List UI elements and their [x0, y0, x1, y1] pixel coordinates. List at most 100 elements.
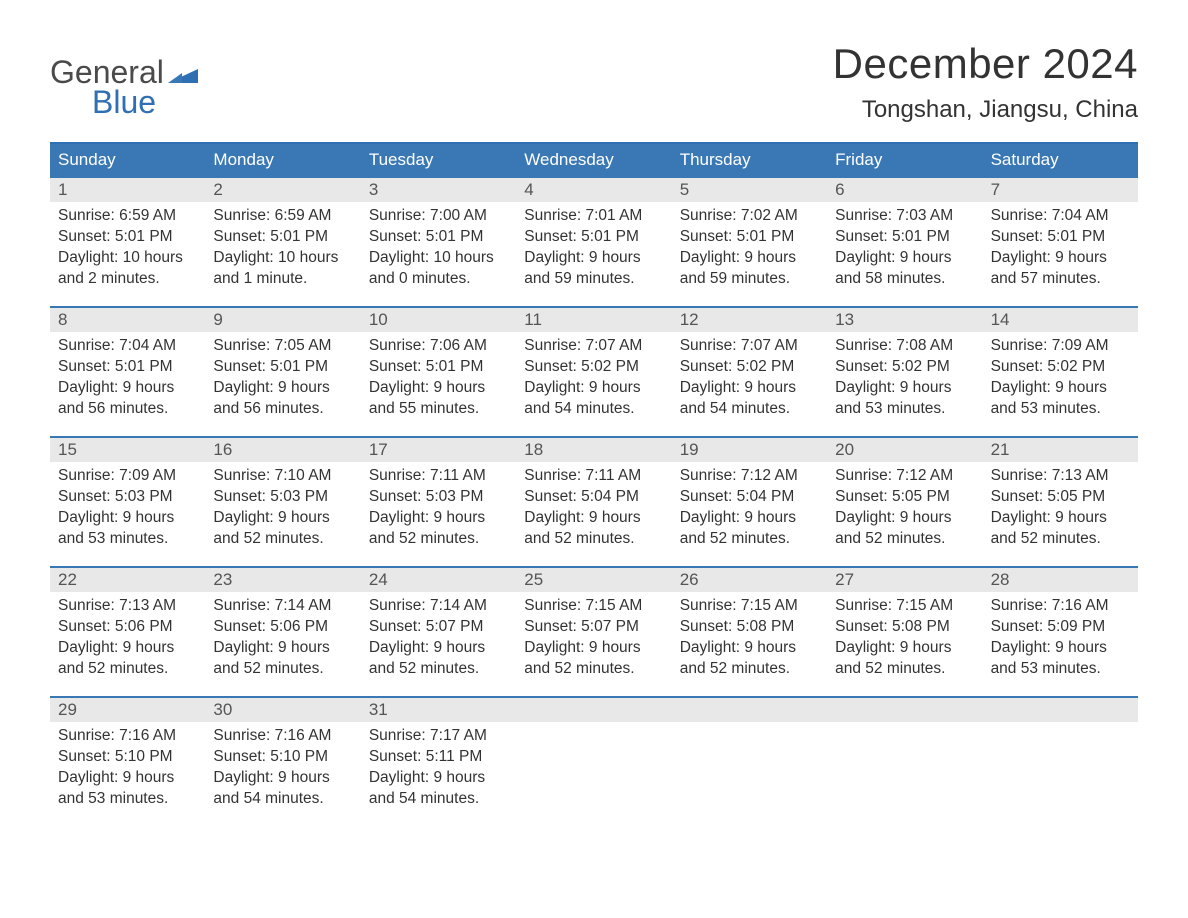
daylight-line1: Daylight: 9 hours [58, 378, 197, 399]
day-number: 4 [516, 178, 671, 202]
day-cell: Sunrise: 7:15 AMSunset: 5:08 PMDaylight:… [827, 592, 982, 696]
sunrise-text: Sunrise: 7:02 AM [680, 206, 819, 227]
daylight-line2: and 52 minutes. [369, 529, 508, 550]
day-cell: Sunrise: 7:08 AMSunset: 5:02 PMDaylight:… [827, 332, 982, 436]
sunset-text: Sunset: 5:01 PM [369, 227, 508, 248]
daylight-line2: and 55 minutes. [369, 399, 508, 420]
sunrise-text: Sunrise: 7:11 AM [524, 466, 663, 487]
sunrise-text: Sunrise: 7:07 AM [524, 336, 663, 357]
daylight-line2: and 52 minutes. [369, 659, 508, 680]
sunset-text: Sunset: 5:07 PM [524, 617, 663, 638]
sunrise-text: Sunrise: 7:09 AM [58, 466, 197, 487]
daylight-line2: and 0 minutes. [369, 269, 508, 290]
day-number: 31 [361, 698, 516, 722]
sunset-text: Sunset: 5:04 PM [680, 487, 819, 508]
calendar-week: 293031Sunrise: 7:16 AMSunset: 5:10 PMDay… [50, 696, 1138, 826]
day-number: 3 [361, 178, 516, 202]
daylight-line1: Daylight: 9 hours [835, 508, 974, 529]
calendar-week: 891011121314Sunrise: 7:04 AMSunset: 5:01… [50, 306, 1138, 436]
day-cell: Sunrise: 7:16 AMSunset: 5:10 PMDaylight:… [50, 722, 205, 826]
day-cell: Sunrise: 7:07 AMSunset: 5:02 PMDaylight:… [672, 332, 827, 436]
daylight-line2: and 52 minutes. [991, 529, 1130, 550]
daylight-line1: Daylight: 9 hours [213, 378, 352, 399]
sunset-text: Sunset: 5:11 PM [369, 747, 508, 768]
sunset-text: Sunset: 5:08 PM [680, 617, 819, 638]
day-number [516, 698, 671, 722]
day-number: 29 [50, 698, 205, 722]
daylight-line2: and 58 minutes. [835, 269, 974, 290]
sunset-text: Sunset: 5:08 PM [835, 617, 974, 638]
calendar-header-cell: Friday [827, 144, 982, 176]
sunrise-text: Sunrise: 7:04 AM [58, 336, 197, 357]
sunset-text: Sunset: 5:04 PM [524, 487, 663, 508]
daylight-line2: and 52 minutes. [524, 659, 663, 680]
day-number [827, 698, 982, 722]
sunset-text: Sunset: 5:01 PM [680, 227, 819, 248]
daylight-line1: Daylight: 9 hours [369, 508, 508, 529]
day-cell: Sunrise: 7:09 AMSunset: 5:02 PMDaylight:… [983, 332, 1138, 436]
day-number: 20 [827, 438, 982, 462]
day-number: 1 [50, 178, 205, 202]
day-cell: Sunrise: 7:09 AMSunset: 5:03 PMDaylight:… [50, 462, 205, 566]
sunset-text: Sunset: 5:06 PM [213, 617, 352, 638]
sunset-text: Sunset: 5:01 PM [213, 227, 352, 248]
daynum-row: 293031 [50, 698, 1138, 722]
sunrise-text: Sunrise: 7:04 AM [991, 206, 1130, 227]
day-cell: Sunrise: 7:03 AMSunset: 5:01 PMDaylight:… [827, 202, 982, 306]
daylight-line1: Daylight: 9 hours [680, 378, 819, 399]
day-cell: Sunrise: 7:12 AMSunset: 5:04 PMDaylight:… [672, 462, 827, 566]
day-cell: Sunrise: 7:10 AMSunset: 5:03 PMDaylight:… [205, 462, 360, 566]
calendar-header-cell: Wednesday [516, 144, 671, 176]
calendar-week: 22232425262728Sunrise: 7:13 AMSunset: 5:… [50, 566, 1138, 696]
day-number: 11 [516, 308, 671, 332]
daylight-line2: and 53 minutes. [835, 399, 974, 420]
daylight-line2: and 52 minutes. [680, 659, 819, 680]
sunset-text: Sunset: 5:03 PM [213, 487, 352, 508]
daylight-line2: and 53 minutes. [58, 789, 197, 810]
day-cell: Sunrise: 7:04 AMSunset: 5:01 PMDaylight:… [983, 202, 1138, 306]
daylight-line1: Daylight: 9 hours [991, 638, 1130, 659]
day-cell: Sunrise: 7:13 AMSunset: 5:05 PMDaylight:… [983, 462, 1138, 566]
day-number: 12 [672, 308, 827, 332]
day-number: 2 [205, 178, 360, 202]
daylight-line2: and 57 minutes. [991, 269, 1130, 290]
day-cell: Sunrise: 7:11 AMSunset: 5:03 PMDaylight:… [361, 462, 516, 566]
daylight-line1: Daylight: 9 hours [369, 638, 508, 659]
sunrise-text: Sunrise: 7:08 AM [835, 336, 974, 357]
day-cell: Sunrise: 7:13 AMSunset: 5:06 PMDaylight:… [50, 592, 205, 696]
daynum-row: 1234567 [50, 178, 1138, 202]
calendar-header-cell: Monday [205, 144, 360, 176]
daylight-line2: and 52 minutes. [524, 529, 663, 550]
sunset-text: Sunset: 5:10 PM [58, 747, 197, 768]
sunset-text: Sunset: 5:01 PM [58, 227, 197, 248]
daylight-line2: and 56 minutes. [58, 399, 197, 420]
day-cell [516, 722, 671, 826]
sunrise-text: Sunrise: 7:14 AM [369, 596, 508, 617]
day-cell: Sunrise: 7:01 AMSunset: 5:01 PMDaylight:… [516, 202, 671, 306]
day-body-row: Sunrise: 7:04 AMSunset: 5:01 PMDaylight:… [50, 332, 1138, 436]
sunrise-text: Sunrise: 7:10 AM [213, 466, 352, 487]
calendar-week: 15161718192021Sunrise: 7:09 AMSunset: 5:… [50, 436, 1138, 566]
day-cell: Sunrise: 7:12 AMSunset: 5:05 PMDaylight:… [827, 462, 982, 566]
day-number: 23 [205, 568, 360, 592]
daylight-line2: and 53 minutes. [58, 529, 197, 550]
day-cell: Sunrise: 6:59 AMSunset: 5:01 PMDaylight:… [50, 202, 205, 306]
sunrise-text: Sunrise: 7:01 AM [524, 206, 663, 227]
daylight-line1: Daylight: 9 hours [680, 638, 819, 659]
daylight-line1: Daylight: 9 hours [835, 378, 974, 399]
daylight-line1: Daylight: 9 hours [991, 508, 1130, 529]
daylight-line2: and 52 minutes. [58, 659, 197, 680]
daylight-line1: Daylight: 9 hours [213, 508, 352, 529]
sunrise-text: Sunrise: 7:12 AM [835, 466, 974, 487]
sunrise-text: Sunrise: 7:00 AM [369, 206, 508, 227]
sunset-text: Sunset: 5:01 PM [213, 357, 352, 378]
sunrise-text: Sunrise: 7:15 AM [524, 596, 663, 617]
daylight-line1: Daylight: 9 hours [58, 638, 197, 659]
day-cell: Sunrise: 7:06 AMSunset: 5:01 PMDaylight:… [361, 332, 516, 436]
sunset-text: Sunset: 5:01 PM [991, 227, 1130, 248]
day-cell: Sunrise: 7:07 AMSunset: 5:02 PMDaylight:… [516, 332, 671, 436]
page-header: General Blue December 2024 Tongshan, Jia… [50, 40, 1138, 124]
day-number: 6 [827, 178, 982, 202]
day-cell: Sunrise: 7:16 AMSunset: 5:10 PMDaylight:… [205, 722, 360, 826]
day-cell: Sunrise: 7:11 AMSunset: 5:04 PMDaylight:… [516, 462, 671, 566]
